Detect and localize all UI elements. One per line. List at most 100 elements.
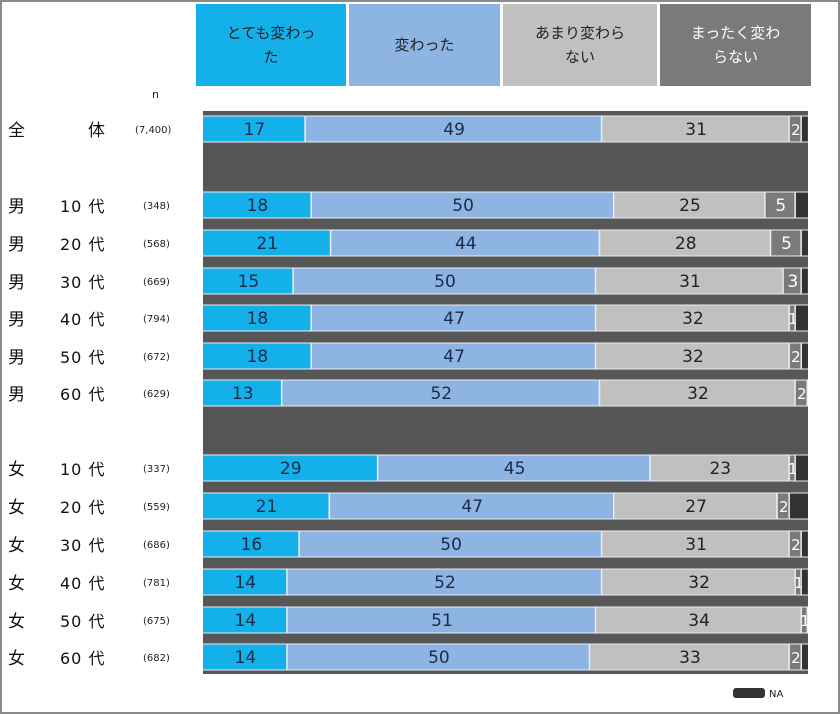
legend-item: まったく変わ らない xyxy=(660,4,811,86)
segment-label: 14 xyxy=(234,573,256,593)
row-age-label: 60 代 xyxy=(60,649,105,668)
bar-segment xyxy=(331,230,599,256)
row-group-label: 男 xyxy=(8,197,25,217)
row-age-label: 30 代 xyxy=(60,536,105,555)
segment-label: 27 xyxy=(685,497,707,517)
segment-label: 21 xyxy=(256,497,278,517)
segment-label: 50 xyxy=(428,648,450,668)
segment-label: 2 xyxy=(791,348,801,366)
bar-segment xyxy=(311,305,595,331)
bar-segment xyxy=(203,380,281,406)
segment-label: 5 xyxy=(781,234,792,254)
bar-segment xyxy=(203,569,287,595)
segment-label: 52 xyxy=(430,384,452,404)
segment-label: 45 xyxy=(504,459,526,479)
segment-label: 14 xyxy=(234,611,256,631)
row-age-label: 60 代 xyxy=(60,385,105,404)
segment-label: 32 xyxy=(682,309,704,329)
segment-label: 29 xyxy=(280,459,302,479)
row-n-label: (675) xyxy=(143,616,170,627)
bar-segment xyxy=(293,268,595,294)
segment-label: 1 xyxy=(800,612,810,630)
legend-label: あまり変わら xyxy=(534,24,625,42)
segment-label: 2 xyxy=(791,649,801,667)
bar-segment xyxy=(789,116,801,142)
bar-segment xyxy=(282,380,599,406)
row-n-label: (781) xyxy=(143,578,170,589)
bar-segment xyxy=(614,493,777,519)
bar-segment xyxy=(802,343,808,369)
bar-segment xyxy=(777,493,789,519)
segment-label: 31 xyxy=(679,272,701,292)
row-age-label: 40 代 xyxy=(60,574,105,593)
segment-label: 1 xyxy=(794,574,804,592)
legend-label: らない xyxy=(712,48,758,66)
segment-label: 5 xyxy=(775,196,786,216)
row-n-label: (669) xyxy=(143,277,170,288)
row-group-label: 女 xyxy=(8,460,25,480)
row-age-label: 30 代 xyxy=(60,273,105,292)
segment-label: 16 xyxy=(241,535,263,555)
row-age-label: 体 xyxy=(88,121,105,141)
row-group-label: 男 xyxy=(8,310,25,330)
row-n-label: (672) xyxy=(143,352,170,363)
bar-segment xyxy=(602,569,795,595)
bar-segment xyxy=(771,230,801,256)
segment-label: 32 xyxy=(682,347,704,367)
bar-segment xyxy=(795,380,807,406)
bar-segment xyxy=(783,268,801,294)
row-n-label: (568) xyxy=(143,239,170,250)
bar-segment xyxy=(203,305,311,331)
group-separator xyxy=(203,409,808,451)
bar-segment xyxy=(795,455,808,481)
row-n-label: (629) xyxy=(143,389,170,400)
segment-label: 1 xyxy=(788,310,798,328)
legend-item: あまり変わら ない xyxy=(503,4,657,86)
bar-segment xyxy=(765,192,795,218)
bar-segment xyxy=(596,268,783,294)
segment-label: 49 xyxy=(443,120,465,140)
bar-segment xyxy=(596,305,789,331)
segment-label: 32 xyxy=(688,573,710,593)
row-group-label: 女 xyxy=(8,574,25,594)
bar-segment xyxy=(203,230,330,256)
segment-label: 32 xyxy=(687,384,709,404)
segment-label: 15 xyxy=(238,272,260,292)
row-group-label: 女 xyxy=(8,536,25,556)
bar-segment xyxy=(789,493,808,519)
row-n-label: (686) xyxy=(143,540,170,551)
bar-segment xyxy=(203,531,299,557)
bar-segment xyxy=(600,380,795,406)
segment-label: 47 xyxy=(461,497,483,517)
row-group-label: 男 xyxy=(8,235,25,255)
bar-segment xyxy=(602,531,789,557)
bar-segment xyxy=(287,607,595,633)
bar-segment xyxy=(203,607,287,633)
bar-segment xyxy=(789,305,795,331)
bar-segment xyxy=(203,493,329,519)
legend-label: た xyxy=(263,48,279,66)
bar-segment xyxy=(789,343,801,369)
row-n-label: (337) xyxy=(143,464,170,475)
row-group-label: 女 xyxy=(8,612,25,632)
row-group-label: 女 xyxy=(8,498,25,518)
bar-segment xyxy=(600,230,770,256)
bar-segment xyxy=(596,343,789,369)
row-group-label: 男 xyxy=(8,348,25,368)
segment-label: 31 xyxy=(685,535,707,555)
legend-label: ない xyxy=(564,48,595,66)
bar-segment xyxy=(795,192,808,218)
bar-segment xyxy=(305,116,601,142)
row-age-label: 20 代 xyxy=(60,498,105,517)
row-group-label: 男 xyxy=(8,385,25,405)
bar-segment xyxy=(795,569,801,595)
row-group-label: 全 xyxy=(8,121,25,141)
row-age-label: 50 代 xyxy=(60,612,105,631)
segment-label: 2 xyxy=(791,536,801,554)
row-n-label: (7,400) xyxy=(135,125,172,136)
segment-label: 44 xyxy=(455,234,477,254)
bar-segment xyxy=(802,644,808,670)
legend-item: 変わった xyxy=(349,4,500,86)
segment-label: 25 xyxy=(679,196,701,216)
